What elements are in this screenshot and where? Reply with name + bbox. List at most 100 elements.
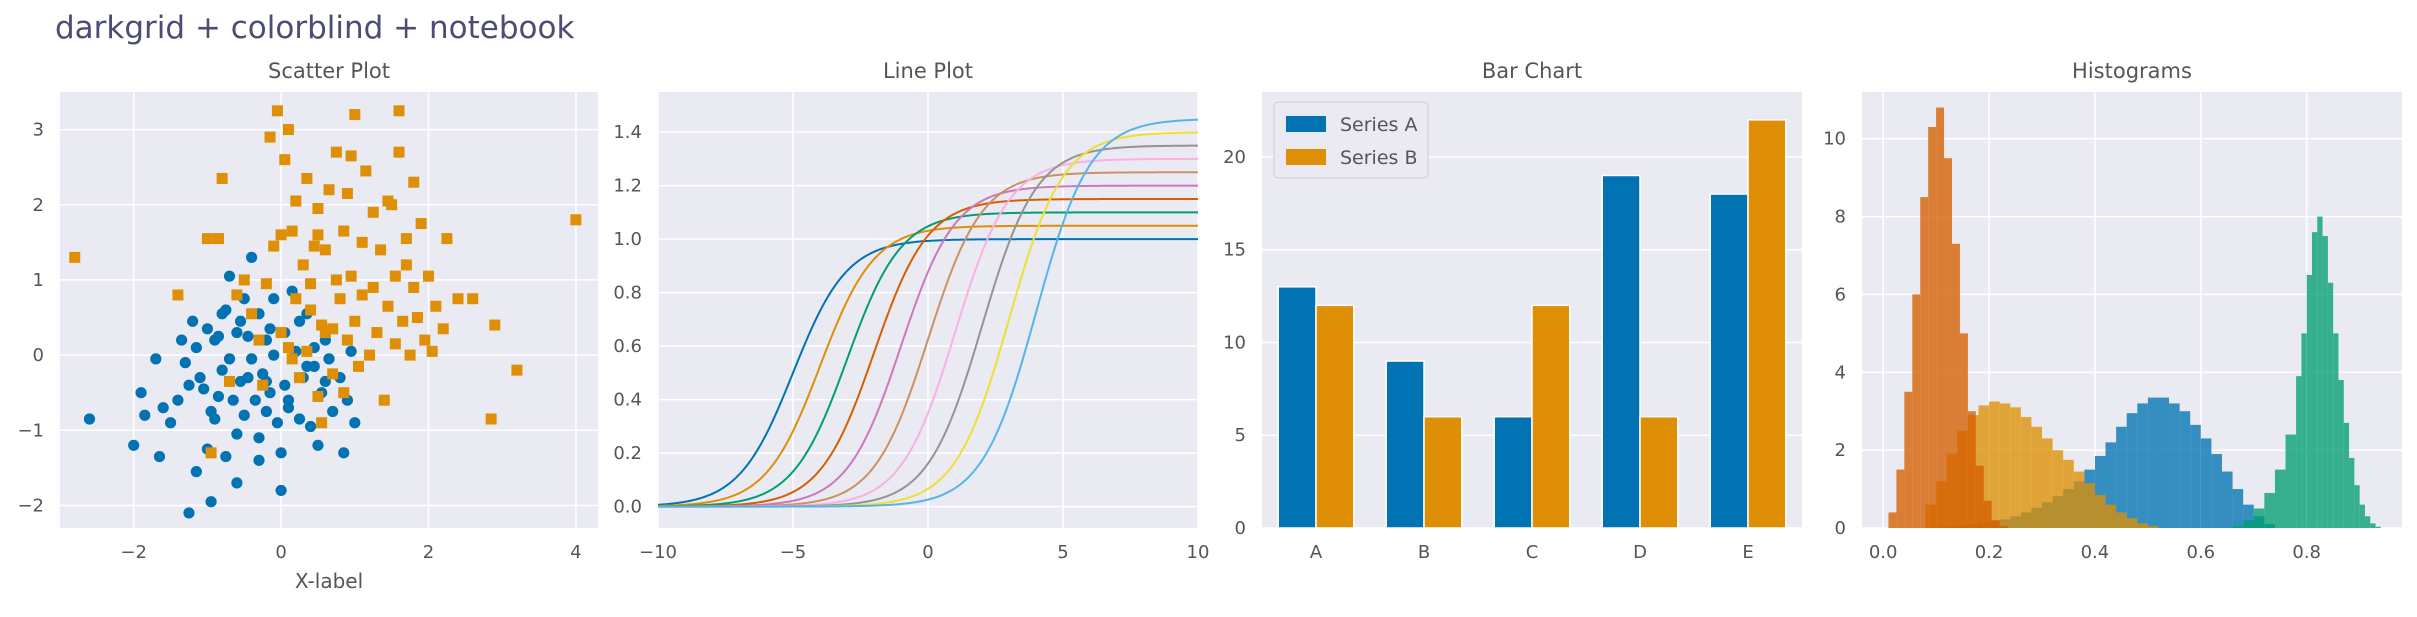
scatter-point (430, 300, 442, 312)
scatter-point (242, 330, 254, 342)
bar (1639, 415, 1679, 528)
y-tick-label: 2 (33, 195, 44, 216)
bar (1747, 119, 1787, 528)
histogram-bar (1928, 127, 1937, 528)
scatter-point (164, 417, 177, 429)
x-tick-label: 10 (1187, 542, 1210, 563)
gridlines (657, 92, 1199, 528)
x-tick-label: 2 (423, 542, 434, 563)
figure-suptitle: darkgrid + colorblind + notebook (55, 10, 574, 46)
panel-title: Histograms (2072, 59, 2192, 83)
histogram-bar (1967, 411, 1976, 528)
histogram-bar (2327, 282, 2334, 528)
scatter-point (393, 105, 405, 117)
scatter-point (382, 300, 394, 312)
histogram-bar (1999, 403, 2011, 528)
y-tick-label: 10 (1823, 129, 1846, 150)
scatter-point (305, 278, 317, 290)
legend-swatch (1286, 149, 1326, 165)
x-tick-label: D (1633, 542, 1647, 563)
histogram-bar (2073, 471, 2085, 528)
scatter-point (187, 315, 199, 327)
scatter-point (275, 484, 287, 497)
scatter-point (220, 450, 232, 463)
histogram-bar (1991, 520, 2000, 528)
bar (1315, 304, 1355, 528)
line-series-4 (658, 198, 1198, 508)
histogram-bar (2322, 236, 2328, 528)
scatter-point (301, 172, 313, 184)
histogram-bar (2232, 489, 2244, 528)
legend-label: Series A (1340, 114, 1417, 136)
histogram-bar (2349, 457, 2355, 528)
scatter-point (437, 323, 449, 335)
scatter-point (264, 323, 276, 335)
y-tick-label: 6 (1835, 284, 1846, 305)
histogram-bar (2126, 413, 2138, 528)
scatter-point (223, 353, 236, 365)
y-tick-label: 20 (1223, 147, 1246, 168)
scatter-point (282, 124, 294, 136)
scatter-point (209, 413, 221, 425)
scatter-point (260, 278, 272, 290)
scatter-point (426, 345, 438, 357)
scatter-point (312, 203, 324, 215)
scatter-point (349, 109, 361, 121)
scatter-point (316, 417, 328, 429)
scatter-point (408, 176, 420, 188)
scatter-point (227, 394, 239, 406)
scatter-point (238, 409, 250, 421)
scatter-point (231, 326, 243, 339)
plot-area (658, 118, 1198, 508)
histogram-bar (2031, 426, 2042, 528)
scatter-point (212, 330, 225, 342)
histogram-bar (2370, 523, 2376, 528)
scatter-point (397, 315, 409, 327)
scatter-point (201, 323, 213, 335)
scatter-point (570, 214, 582, 226)
scatter-point (408, 281, 420, 293)
scatter-point (338, 225, 350, 237)
scatter-point (393, 146, 405, 158)
scatter-point (271, 105, 283, 117)
x-tick-label: 0.8 (2292, 542, 2321, 563)
scatter-point (231, 289, 243, 301)
histogram-bar (2296, 376, 2302, 528)
y-tick-label: 15 (1223, 240, 1246, 261)
scatter-point (330, 274, 342, 286)
scatter-point (268, 293, 280, 305)
scatter-point (223, 270, 236, 282)
histogram-bar (1959, 333, 1968, 528)
scatter-point (179, 357, 191, 369)
scatter-point (319, 327, 331, 339)
histogram-bar (2306, 274, 2312, 528)
scatter-series-1 (83, 251, 361, 519)
scatter-point (305, 304, 317, 316)
line-series-3 (658, 211, 1198, 508)
legend: Series A Series B (1273, 101, 1429, 179)
histogram-bar (2094, 494, 2106, 528)
y-tick-label: 0.4 (613, 390, 642, 411)
histogram-bar (1896, 469, 1905, 528)
y-tick-label: 4 (1835, 362, 1846, 383)
y-tick-label: 1.2 (613, 176, 642, 197)
scatter-point (338, 387, 350, 399)
scatter-point (301, 345, 313, 357)
scatter-point (253, 454, 265, 466)
y-tick-label: 10 (1223, 332, 1246, 353)
scatter-point (349, 417, 361, 429)
y-tick-label: 1.0 (613, 229, 642, 250)
panel-3: Bar Chart 0 5 10 15 20 A B C D E Series A Series B (1223, 59, 1802, 563)
scatter-point (327, 368, 339, 380)
histogram-bar (1975, 465, 1984, 528)
scatter-point (231, 477, 243, 489)
histogram-bar (2338, 380, 2344, 528)
scatter-point (231, 428, 243, 440)
scatter-point (238, 274, 250, 286)
scatter-point (330, 146, 342, 158)
scatter-point (293, 315, 306, 327)
scatter-point (360, 165, 372, 177)
scatter-point (279, 154, 291, 166)
x-tick-label: E (1742, 542, 1753, 563)
scatter-point (367, 206, 379, 218)
